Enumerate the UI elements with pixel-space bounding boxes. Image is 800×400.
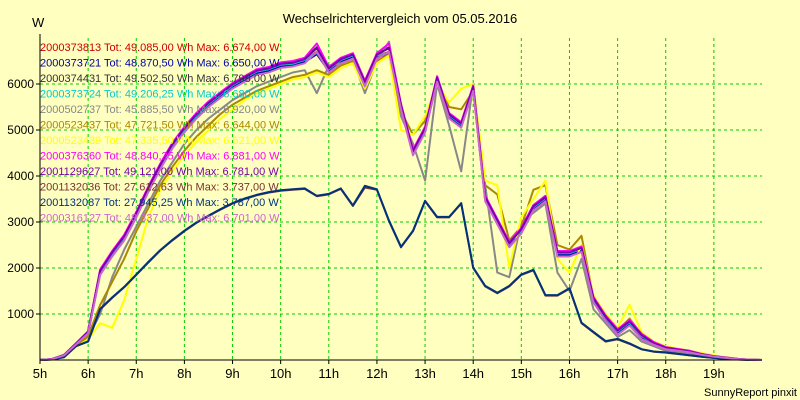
plot-area [40,38,762,360]
x-tick-label: 17h [607,366,629,381]
series-line-2000502737 [39,40,763,361]
series-lines [39,40,763,361]
y-tick-label: 2000 [7,261,34,275]
chart-title: Wechselrichtervergleich vom 05.05.2016 [283,11,518,26]
x-tick-label: 16h [559,366,581,381]
y-tick-label: 5000 [7,123,34,137]
y-tick-label: 6000 [7,77,34,91]
legend-entry-2000373813: 2000373813 Tot: 49.085,00 Wh Max: 6.674,… [40,42,280,54]
x-tick-label: 15h [510,366,532,381]
legend-entry-2000376360: 2000376360 Tot: 48.840,25 Wh Max: 6.881,… [40,151,280,163]
legend-entry-2000374431: 2000374431 Tot: 49.502,50 Wh Max: 6.798,… [40,73,280,85]
legend-entry-2000523439: 2000523439 Tot: 47.335,50 Wh Max: 6.621,… [40,135,280,147]
plot-background [40,38,762,360]
y-tick-label: 3000 [7,215,34,229]
x-tick-label: 18h [655,366,677,381]
legend-entry-2000316127: 2000316127 Tot: 48.337,00 Wh Max: 6.701,… [40,213,280,225]
x-tick-label: 19h [703,366,725,381]
x-tick-label: 8h [177,366,191,381]
gridlines [40,38,762,360]
legend-entry-2000502737: 2000502737 Tot: 45.885,50 Wh Max: 6.920,… [40,104,280,116]
y-tick-label: 1000 [7,307,34,321]
x-tick-label: 13h [414,366,436,381]
legend-entry-2000523437: 2000523437 Tot: 47.721,50 Wh Max: 6.644,… [40,120,280,132]
legend-entry-2001129627: 2001129627 Tot: 49.121,00 Wh Max: 6.781,… [40,166,279,178]
footer-credit: SunnyReport pinxit [704,387,797,399]
x-tick-label: 11h [318,366,339,381]
series-line-2000316127 [39,50,763,361]
x-tick-label: 7h [129,366,143,381]
legend-entry-2000373721: 2000373721 Tot: 48.870,50 Wh Max: 6.650,… [40,58,280,70]
legend-entry-2001132087: 2001132087 Tot: 27.945,25 Wh Max: 3.787,… [40,197,279,209]
series-line-2001132087 [39,184,763,361]
y-tick-label: 4000 [7,169,34,183]
x-tick-label: 14h [462,366,484,381]
x-tick-label: 5h [33,366,47,381]
y-axis-label: W [32,15,45,30]
legend-entry-2000373724: 2000373724 Tot: 49.206,25 Wh Max: 6.680,… [40,89,280,101]
x-tick-label: 12h [366,366,388,381]
x-tick-label: 10h [270,366,292,381]
x-tick-label: 9h [225,366,239,381]
legend-entry-2001132036: 2001132036 Tot: 27.612,63 Wh Max: 3.737,… [40,182,279,194]
axes: 5h 6h 7h 8h 9h 10h 11h 12h 13h 14h 15h 16h 17h 18h 19h… [7,34,762,381]
x-tick-label: 6h [81,366,95,381]
legend: 2000373813 Tot: 49.085,00 Wh Max: 6.674,… [40,42,280,225]
